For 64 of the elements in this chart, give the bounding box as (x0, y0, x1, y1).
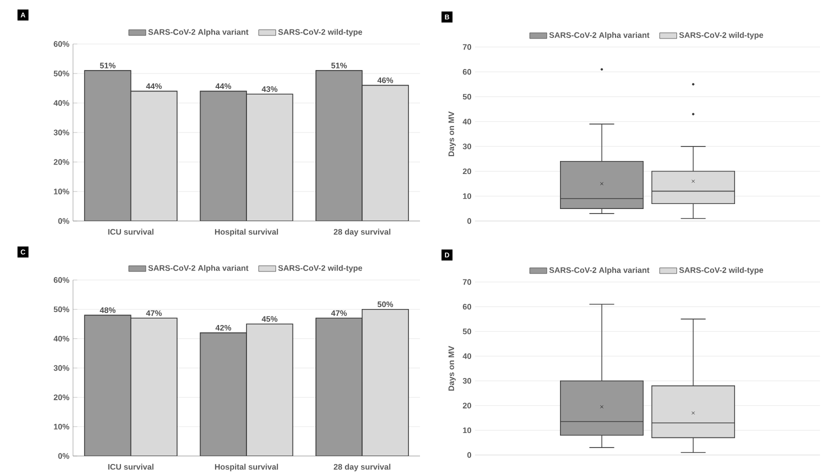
y-tick-label: 20 (462, 168, 472, 174)
y-tick-label: 30% (54, 365, 70, 371)
bar (84, 70, 132, 221)
y-tick-label: 40 (462, 353, 472, 359)
data-label: 44% (215, 83, 232, 89)
legend-label: SARS-CoV-2 Alpha variant (148, 264, 248, 272)
y-tick-label: 30 (462, 378, 472, 384)
data-label: 51% (331, 62, 347, 68)
y-tick-label: 10% (54, 188, 70, 194)
bar (84, 314, 132, 456)
y-tick-label: 20% (54, 159, 70, 165)
y-tick-label: 40% (54, 336, 70, 342)
y-tick-label: 0% (58, 218, 70, 224)
bar (316, 70, 363, 221)
y-tick-label: 40 (462, 118, 472, 124)
bar (200, 332, 247, 456)
bar (200, 90, 247, 221)
y-tick-label: 50 (462, 328, 472, 334)
y-tick-label: 70 (462, 44, 472, 50)
legend-label: SARS-CoV-2 Alpha variant (549, 32, 650, 40)
x-tick-label: 28 day survival (334, 228, 390, 236)
x-tick-label: ICU survival (108, 464, 154, 470)
y-tick-label: 70 (462, 279, 472, 285)
data-label: 48% (100, 307, 116, 314)
data-label: 47% (331, 310, 347, 316)
data-label: 42% (215, 324, 232, 331)
x-tick-label: 28 day survival (334, 464, 390, 472)
y-tick-label: 0 (467, 218, 472, 224)
y-tick-label: 50% (54, 70, 70, 76)
y-tick-label: 20 (462, 402, 472, 408)
legend-label: SARS-CoV-2 wild-type (278, 28, 362, 36)
y-tick-label: 10 (463, 427, 472, 434)
y-tick-label: 30 (462, 144, 472, 150)
x-tick-label: ICU survival (108, 228, 154, 235)
legend-label: SARS-CoV-2 Alpha variant (549, 267, 650, 275)
data-label: 51% (100, 62, 116, 68)
legend-label: SARS-CoV-2 wild-type (278, 264, 362, 272)
data-label: 45% (262, 316, 278, 322)
bar (316, 318, 363, 456)
y-tick-label: 50 (462, 94, 472, 100)
y-tick-label: 10% (54, 424, 70, 430)
data-label: 44% (146, 83, 162, 89)
data-label: 50% (378, 301, 394, 308)
y-axis-title: Days on MV (448, 111, 456, 156)
y-tick-label: 60% (54, 41, 70, 47)
y-tick-label: 60% (54, 277, 70, 283)
y-axis-title: Days on MV (448, 346, 456, 391)
legend-label: SARS-CoV-2 wild-type (679, 267, 764, 275)
y-tick-label: 50% (54, 306, 70, 312)
data-label: 46% (377, 77, 394, 84)
legend-label: SARS-CoV-2 wild-type (679, 32, 764, 40)
x-tick-label: Hospital survival (215, 464, 278, 472)
y-tick-label: 40% (54, 100, 70, 106)
data-label: 43% (262, 86, 278, 92)
y-tick-label: 20% (54, 394, 70, 400)
y-tick-label: 0 (467, 452, 472, 458)
y-tick-label: 60 (462, 304, 472, 310)
x-tick-label: Hospital survival (215, 228, 278, 236)
data-label: 47% (146, 310, 162, 316)
y-tick-label: 10 (463, 193, 472, 199)
y-tick-label: 0% (58, 453, 70, 459)
legend-label: SARS-CoV-2 Alpha variant (148, 28, 248, 36)
y-tick-label: 60 (462, 69, 472, 75)
y-tick-label: 30% (54, 130, 70, 136)
